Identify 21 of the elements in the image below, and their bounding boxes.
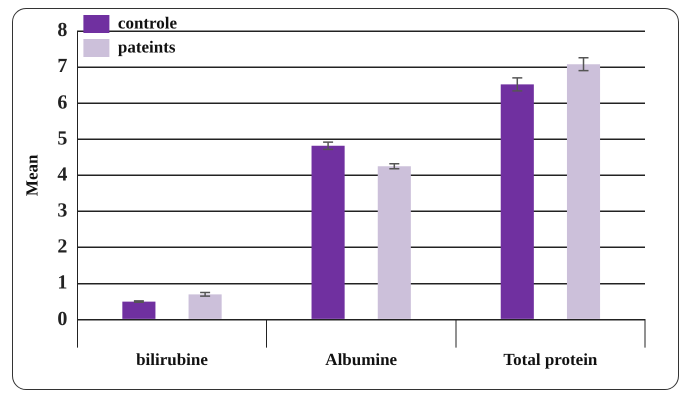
bar [378,166,411,319]
y-tick-label: 0 [57,308,68,330]
y-tick-label: 8 [57,19,68,42]
legend-label: pateints [118,37,176,56]
y-tick-label: 7 [57,55,68,78]
y-tick-label: 2 [57,236,68,258]
bar [500,84,534,319]
bar [312,146,345,319]
bar [188,294,222,319]
bar [122,302,156,319]
bar [566,64,600,319]
x-tick-label: bilirubine [136,350,208,370]
y-tick-label: 5 [57,127,68,150]
y-tick-label: 1 [57,272,68,294]
y-axis-title: Mean [22,154,42,196]
x-tick-label: Albumine [325,350,398,370]
y-tick-label: 6 [57,91,68,114]
y-tick-label: 4 [57,163,68,186]
y-tick-label: 3 [57,200,68,222]
x-tick-label: Total protein [503,350,598,370]
legend-label: controle [118,13,178,32]
